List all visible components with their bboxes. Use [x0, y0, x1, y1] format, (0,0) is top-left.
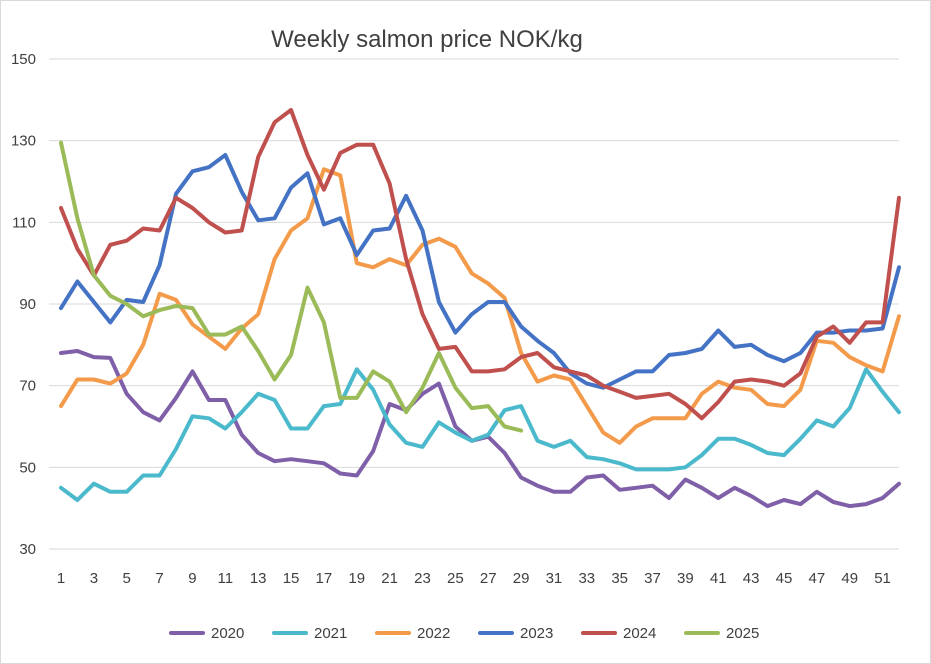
x-tick-label: 31 — [546, 570, 563, 587]
legend: 2020 2021 2022 2023 2024 2025 — [169, 625, 759, 642]
y-tick-label: 110 — [12, 214, 36, 231]
x-tick-label: 19 — [348, 570, 365, 587]
x-tick-label: 9 — [188, 570, 196, 587]
x-tick-label: 49 — [841, 570, 858, 587]
legend-label: 2022 — [417, 625, 450, 642]
y-tick-label: 50 — [19, 459, 36, 476]
x-tick-label: 29 — [513, 570, 530, 587]
legend-item-2023: 2023 — [478, 625, 553, 642]
x-tick-label: 25 — [447, 570, 464, 587]
legend-label: 2025 — [726, 625, 759, 642]
legend-item-2025: 2025 — [684, 625, 759, 642]
legend-label: 2023 — [520, 625, 553, 642]
legend-label: 2024 — [623, 625, 656, 642]
series-lines — [59, 108, 901, 509]
x-tick-label: 43 — [743, 570, 760, 587]
x-tick-label: 47 — [808, 570, 825, 587]
x-tick-label: 21 — [381, 570, 398, 587]
x-tick-label: 39 — [677, 570, 694, 587]
legend-label: 2020 — [211, 625, 244, 642]
x-tick-label: 27 — [480, 570, 497, 587]
gridlines — [49, 58, 899, 550]
series-line-2023 — [59, 153, 901, 390]
x-tick-label: 5 — [123, 570, 131, 587]
x-tick-label: 1 — [57, 570, 65, 587]
y-tick-label: 70 — [19, 378, 36, 395]
x-tick-label: 45 — [776, 570, 793, 587]
x-tick-label: 3 — [90, 570, 98, 587]
x-tick-label: 41 — [710, 570, 727, 587]
y-tick-label: 130 — [11, 133, 36, 150]
x-tick-label: 7 — [155, 570, 163, 587]
series-line-2021 — [59, 367, 901, 502]
series-line-2022 — [59, 167, 901, 445]
x-tick-label: 37 — [644, 570, 661, 587]
series-line-2024 — [59, 108, 901, 421]
legend-item-2020: 2020 — [169, 625, 244, 642]
legend-item-2022: 2022 — [375, 625, 450, 642]
x-tick-label: 33 — [578, 570, 595, 587]
y-tick-label: 90 — [19, 296, 36, 313]
x-tick-label: 51 — [874, 570, 891, 587]
x-tick-label: 15 — [283, 570, 300, 587]
legend-item-2024: 2024 — [581, 625, 656, 642]
y-tick-label: 30 — [19, 541, 36, 558]
x-tick-label: 35 — [611, 570, 628, 587]
y-tick-label: 150 — [11, 51, 36, 68]
x-tick-label: 13 — [250, 570, 267, 587]
x-tick-label: 17 — [316, 570, 333, 587]
chart-title: Weekly salmon price NOK/kg — [271, 26, 583, 53]
x-tick-label: 23 — [414, 570, 431, 587]
x-tick-label: 11 — [218, 570, 234, 587]
legend-label: 2021 — [314, 625, 347, 642]
legend-item-2021: 2021 — [272, 625, 347, 642]
series-line-2025 — [59, 140, 524, 433]
